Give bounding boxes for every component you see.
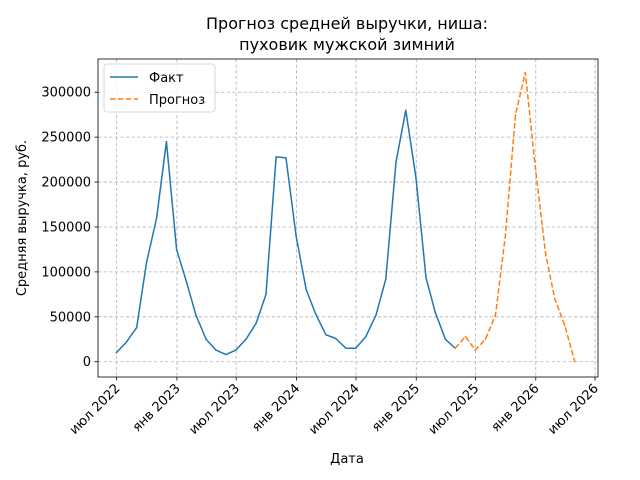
legend-label-fakt: Факт <box>149 71 184 86</box>
data-point <box>334 337 337 340</box>
data-point <box>135 326 138 329</box>
data-point <box>454 347 456 349</box>
data-point <box>385 278 387 280</box>
data-point <box>265 293 267 296</box>
data-point <box>554 298 556 300</box>
data-point <box>375 314 377 316</box>
data-point <box>564 325 566 327</box>
legend: Факт Прогноз <box>103 63 216 113</box>
data-point <box>205 338 207 341</box>
data-point <box>405 109 407 111</box>
data-point <box>235 349 237 351</box>
data-point <box>315 313 317 315</box>
data-point <box>305 289 307 291</box>
data-point <box>345 347 347 349</box>
legend-box <box>103 63 216 113</box>
data-point <box>175 248 178 251</box>
data-point <box>125 341 128 343</box>
y-tick-label: 250000 <box>41 131 91 146</box>
data-point <box>245 338 247 341</box>
data-point <box>185 281 188 284</box>
data-point <box>365 335 367 338</box>
series-lines <box>115 71 576 363</box>
data-point <box>354 347 357 349</box>
y-tick-label: 200000 <box>41 176 91 191</box>
data-point <box>514 113 517 116</box>
y-tick-label: 300000 <box>41 86 91 101</box>
data-point <box>145 262 148 264</box>
data-point <box>484 338 487 341</box>
data-point <box>464 335 467 338</box>
y-tick-label: 100000 <box>41 265 91 280</box>
data-point <box>524 71 527 74</box>
y-tick-label: 150000 <box>41 220 91 235</box>
y-tick-label: 0 <box>83 355 91 370</box>
data-point <box>155 217 158 219</box>
data-point <box>504 235 507 237</box>
data-point <box>215 349 217 351</box>
chart-title-line-1: Прогноз средней выручки, ниша: <box>206 14 488 33</box>
data-point <box>415 176 417 179</box>
data-point <box>534 167 537 170</box>
data-point <box>255 322 257 324</box>
data-point <box>574 360 576 363</box>
data-point <box>425 277 427 279</box>
data-point <box>165 140 168 143</box>
grid <box>98 59 598 377</box>
y-axis-label: Средняя выручка, руб. <box>15 140 30 296</box>
chart-title-line-2: пуховик мужской зимний <box>239 35 455 54</box>
x-axis-label: Дата <box>330 452 364 467</box>
legend-label-prognoz: Прогноз <box>149 93 205 108</box>
plot-area-frame <box>97 58 599 378</box>
data-point <box>444 338 447 341</box>
data-point <box>225 353 227 356</box>
data-point <box>325 334 327 336</box>
data-point <box>395 161 397 164</box>
data-point <box>285 157 287 159</box>
data-point <box>275 156 277 158</box>
data-point <box>494 314 497 316</box>
y-tick-label: 50000 <box>50 310 91 325</box>
data-point <box>295 235 297 237</box>
data-point <box>544 253 547 255</box>
data-point <box>434 311 437 314</box>
data-point <box>115 352 118 354</box>
data-point <box>474 349 476 351</box>
data-point <box>195 314 197 316</box>
